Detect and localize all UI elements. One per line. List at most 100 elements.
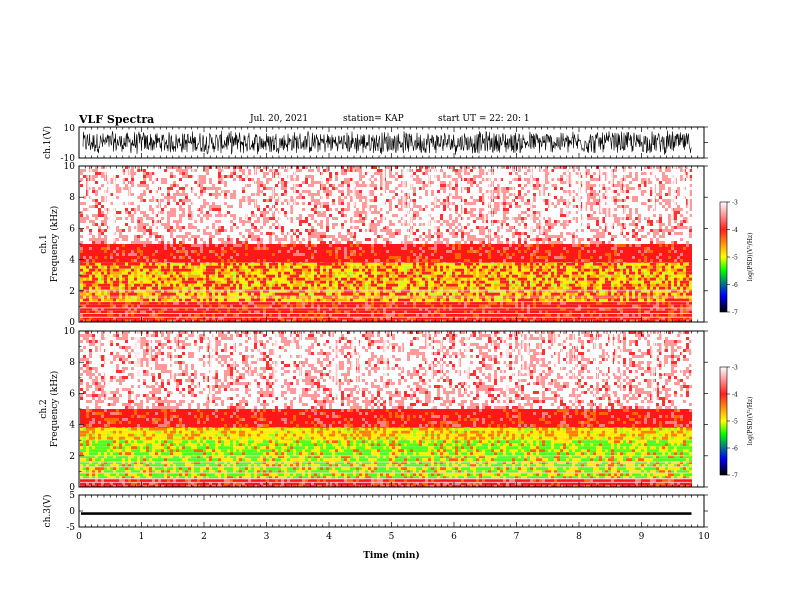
spectrogram-cell [101, 244, 104, 247]
spectrogram-cell [284, 247, 287, 250]
spectrogram-cell [650, 298, 653, 302]
ch1-trace [82, 130, 692, 155]
spectrogram-cell [605, 265, 608, 269]
spectrogram-cell [272, 265, 275, 269]
spectrogram-cell [572, 244, 575, 247]
spectrogram-cell [431, 271, 434, 275]
spectrogram-cell [398, 280, 401, 284]
spectrogram-cell [167, 277, 170, 281]
spectrogram-cell [206, 289, 209, 293]
y-tick-label: 10 [64, 124, 76, 134]
spectrogram-cell [119, 313, 122, 317]
spectrogram-cell [665, 316, 668, 320]
spectrogram-cell [188, 250, 191, 253]
spectrogram-cell [584, 271, 587, 275]
spectrogram-cell [596, 247, 599, 250]
spectrogram-cell [638, 250, 641, 253]
spectrogram-cell [149, 298, 152, 302]
spectrogram-cell [575, 292, 578, 296]
spectrogram-cell [293, 250, 296, 253]
spectrogram-cell [647, 286, 650, 290]
spectrogram-cell [203, 316, 206, 320]
spectrogram-cell [623, 319, 626, 322]
spectrogram-cell [635, 304, 638, 308]
spectrogram-cell [362, 313, 365, 317]
spectrogram-cell [476, 244, 479, 247]
spectrogram-cell [536, 271, 539, 275]
spectrogram-cell [200, 307, 203, 311]
spectrogram-cell [560, 304, 563, 308]
spectrogram-cell [281, 250, 284, 253]
spectrogram-cell [311, 283, 314, 287]
spectrogram-cell [167, 286, 170, 290]
spectrogram-cell [137, 253, 140, 256]
spectrogram-cell [170, 298, 173, 302]
spectrogram-cell [239, 304, 242, 308]
spectrogram-cell [470, 280, 473, 284]
spectrogram-cell [398, 268, 401, 272]
spectrogram-cell [113, 244, 116, 247]
spectrogram-cell [158, 253, 161, 256]
spectrogram-cell [140, 250, 143, 253]
spectrogram-cell [656, 298, 659, 302]
spectrogram-cell [488, 307, 491, 311]
spectrogram-cell [158, 268, 161, 272]
spectrogram-cell [191, 286, 194, 290]
spectrogram-cell [458, 265, 461, 269]
spectrogram-cell [140, 304, 143, 308]
spectrogram-cell [566, 304, 569, 308]
spectrogram-cell [437, 289, 440, 293]
spectrogram-cell [119, 265, 122, 269]
spectrogram-cell [233, 253, 236, 256]
spectrogram-cell [164, 310, 167, 314]
spectrogram-cell [440, 298, 443, 302]
spectrogram-cell [308, 313, 311, 317]
spectrogram-cell [179, 286, 182, 290]
spectrogram-cell [377, 271, 380, 275]
spectrogram-cell [218, 292, 221, 296]
spectrogram-cell [332, 316, 335, 320]
spectrogram-cell [452, 268, 455, 272]
spectrogram-cell [236, 250, 239, 253]
spectrogram-cell [353, 307, 356, 311]
spectrogram-cell [455, 304, 458, 308]
spectrogram-cell [134, 313, 137, 317]
spectrogram-cell [320, 253, 323, 256]
spectrogram-cell [611, 244, 614, 247]
spectrogram-cell [101, 319, 104, 322]
spectrogram-cell [488, 268, 491, 272]
spectrogram-cell [230, 268, 233, 272]
spectrogram-cell [242, 292, 245, 296]
spectrogram-cell [311, 286, 314, 290]
spectrogram-cell [509, 310, 512, 314]
spectrogram-cell [245, 307, 248, 311]
spectrogram-cell [638, 292, 641, 296]
spectrogram-cell [347, 280, 350, 284]
spectrogram-cell [263, 277, 266, 281]
spectrogram-cell [623, 262, 626, 266]
spectrogram-cell [197, 247, 200, 250]
spectrogram-cell [230, 283, 233, 287]
spectrogram-cell [281, 283, 284, 287]
spectrogram-cell [656, 268, 659, 272]
spectrogram-cell [629, 301, 632, 305]
spectrogram-cell [425, 301, 428, 305]
spectrogram-cell [113, 307, 116, 311]
spectrogram-cell [554, 313, 557, 317]
spectrogram-cell [272, 280, 275, 284]
spectrogram-cell [266, 310, 269, 314]
spectrogram-cell [248, 286, 251, 290]
spectrogram-cell [536, 247, 539, 250]
spectrogram-cell [557, 244, 560, 247]
spectrogram-cell [446, 301, 449, 305]
spectrogram-cell [533, 319, 536, 322]
spectrogram-cell [548, 304, 551, 308]
spectrogram-cell [356, 262, 359, 266]
spectrogram-cell [587, 265, 590, 269]
spectrogram-cell [263, 286, 266, 290]
spectrogram-cell [614, 247, 617, 250]
spectrogram-cell [95, 316, 98, 320]
spectrogram-cell [398, 277, 401, 281]
spectrogram-cell [560, 319, 563, 322]
spectrogram-cell [686, 319, 689, 322]
